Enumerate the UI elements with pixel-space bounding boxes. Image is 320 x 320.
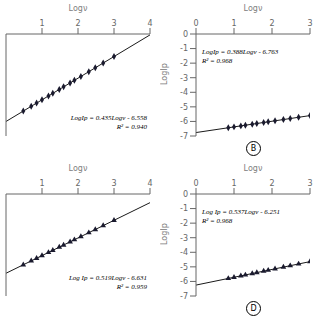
svg-text:0: 0 (183, 30, 188, 39)
svg-text:1: 1 (231, 179, 236, 188)
svg-text:-6: -6 (180, 117, 188, 126)
html-text:D: D (250, 304, 257, 313)
svg-text:1: 1 (39, 179, 44, 188)
html-text:R² = 0.940: R² = 0.940 (116, 123, 147, 131)
svg-text:-7: -7 (180, 132, 188, 141)
svg-text:-7: -7 (180, 292, 188, 301)
svg-text:1: 1 (231, 19, 236, 28)
svg-text:0: 0 (183, 190, 188, 199)
svg-text:-4: -4 (180, 88, 188, 97)
svg-text:-5: -5 (180, 103, 188, 112)
svg-text:-5: -5 (180, 263, 188, 272)
html-text:R² = 0.959: R² = 0.959 (116, 283, 147, 291)
html-text:LogIp = 0.435Logν - 6.558: LogIp = 0.435Logν - 6.558 (70, 114, 147, 122)
svg-text:LogIp: LogIp (160, 223, 169, 245)
svg-text:-3: -3 (180, 234, 188, 243)
svg-text:-1: -1 (180, 204, 188, 213)
html-text:Log Ip = 0.537Logν - 6.251: Log Ip = 0.537Logν - 6.251 (202, 208, 280, 216)
svg-text:3: 3 (111, 179, 116, 188)
svg-text:Logν: Logν (244, 164, 263, 173)
html-text:R² = 0.968: R² = 0.968 (202, 217, 233, 225)
svg-text:0: 0 (193, 19, 198, 28)
svg-text:-1: -1 (180, 44, 188, 53)
svg-text:4: 4 (147, 19, 152, 28)
html-text:LogIp = 0.388Logν - 6.763: LogIp = 0.388Logν - 6.763 (202, 48, 279, 56)
svg-text:3: 3 (111, 19, 116, 28)
svg-text:2: 2 (269, 179, 274, 188)
svg-text:2: 2 (75, 179, 80, 188)
svg-text:2: 2 (75, 19, 80, 28)
html-text:R² = 0.968: R² = 0.968 (202, 57, 233, 65)
svg-text:-3: -3 (180, 74, 188, 83)
svg-text:2: 2 (269, 19, 274, 28)
svg-text:-2: -2 (180, 219, 188, 228)
svg-text:-2: -2 (180, 59, 188, 68)
svg-text:-4: -4 (180, 248, 188, 257)
svg-text:Logν: Logν (244, 4, 263, 13)
svg-text:-6: -6 (180, 277, 188, 286)
html-text:B: B (250, 144, 257, 153)
html-text:Log Ip = 0.519Logν - 6.631: Log Ip = 0.519Logν - 6.631 (69, 274, 147, 282)
svg-text:Logν: Logν (69, 164, 88, 173)
svg-text:3: 3 (307, 179, 312, 188)
svg-text:LogIp: LogIp (160, 63, 169, 85)
svg-text:0: 0 (193, 179, 198, 188)
svg-text:Logν: Logν (69, 4, 88, 13)
svg-text:4: 4 (147, 179, 152, 188)
svg-text:3: 3 (307, 19, 312, 28)
svg-text:1: 1 (39, 19, 44, 28)
